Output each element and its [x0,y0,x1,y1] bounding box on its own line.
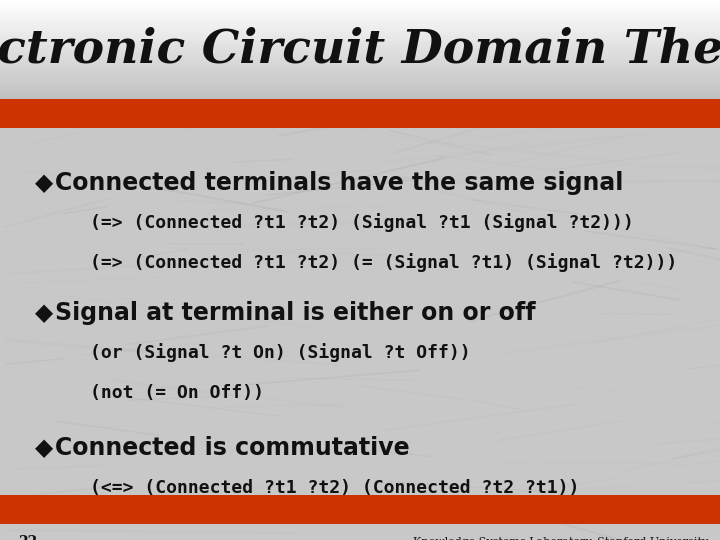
Bar [0,10,720,12]
Text: ◆: ◆ [35,171,53,195]
Bar [0,30,720,32]
Bar [0,63,720,65]
Text: (=> (Connected ?t1 ?t2) (Signal ?t1 (Signal ?t2))): (=> (Connected ?t1 ?t2) (Signal ?t1 (Sig… [90,213,634,233]
Bar [0,83,720,85]
Text: 22: 22 [18,535,37,540]
Bar [0,64,720,66]
Bar [0,43,720,45]
Bar [0,31,720,33]
Bar [0,84,720,86]
Text: Connected is commutative: Connected is commutative [55,436,410,460]
Bar [0,96,720,98]
Bar [0,58,720,60]
Bar [0,8,720,10]
Bar [0,68,720,70]
Bar [0,91,720,93]
Bar [0,39,720,42]
Bar [0,5,720,7]
Bar [0,71,720,73]
Bar [0,6,720,9]
Bar [0,26,720,29]
Bar [0,2,720,4]
Bar [0,61,720,63]
Bar [0,53,720,55]
Text: Electronic Circuit Domain Theory: Electronic Circuit Domain Theory [0,26,720,73]
Bar [0,59,720,62]
Text: (=> (Connected ?t1 ?t2) (= (Signal ?t1) (Signal ?t2))): (=> (Connected ?t1 ?t2) (= (Signal ?t1) … [90,253,678,273]
Bar [0,76,720,78]
Text: Connected terminals have the same signal: Connected terminals have the same signal [55,171,624,195]
Bar [0,86,720,88]
Bar [0,69,720,71]
Text: Knowledge Systems Laboratory, Stanford University: Knowledge Systems Laboratory, Stanford U… [413,537,708,540]
Bar [0,28,720,30]
Bar [0,22,720,24]
Bar [0,45,720,46]
Text: Signal at terminal is either on or off: Signal at terminal is either on or off [55,301,536,325]
Text: ◆: ◆ [35,301,53,325]
Text: (<=> (Connected ?t1 ?t2) (Connected ?t2 ?t1)): (<=> (Connected ?t1 ?t2) (Connected ?t2 … [90,479,580,497]
Bar [0,56,720,58]
Bar [0,55,720,57]
Bar [0,72,720,75]
Bar [0,97,720,99]
Bar [0,92,720,94]
Bar [0,495,720,524]
Bar [0,41,720,43]
Bar [0,36,720,38]
Bar [0,99,720,128]
Bar [0,38,720,40]
Bar [0,81,720,83]
Bar [0,94,720,96]
Bar [0,78,720,80]
Bar [0,89,720,91]
Bar [0,46,720,49]
Bar [0,15,720,17]
Text: ◆: ◆ [35,436,53,460]
Bar [0,18,720,21]
Bar [0,66,720,68]
Bar [0,48,720,50]
Bar [0,23,720,25]
Text: (not (= On Off)): (not (= On Off)) [90,384,264,402]
Bar [0,35,720,37]
Bar [0,25,720,27]
Bar [0,11,720,14]
Bar [0,33,720,35]
Bar [0,3,720,5]
Bar [0,0,720,2]
Text: (or (Signal ?t On) (Signal ?t Off)): (or (Signal ?t On) (Signal ?t Off)) [90,343,471,362]
Bar [0,87,720,90]
Bar [0,20,720,22]
Bar [0,50,720,52]
Bar [0,51,720,53]
Bar [0,79,720,82]
Bar [0,74,720,76]
Bar [0,13,720,15]
Bar [0,17,720,19]
